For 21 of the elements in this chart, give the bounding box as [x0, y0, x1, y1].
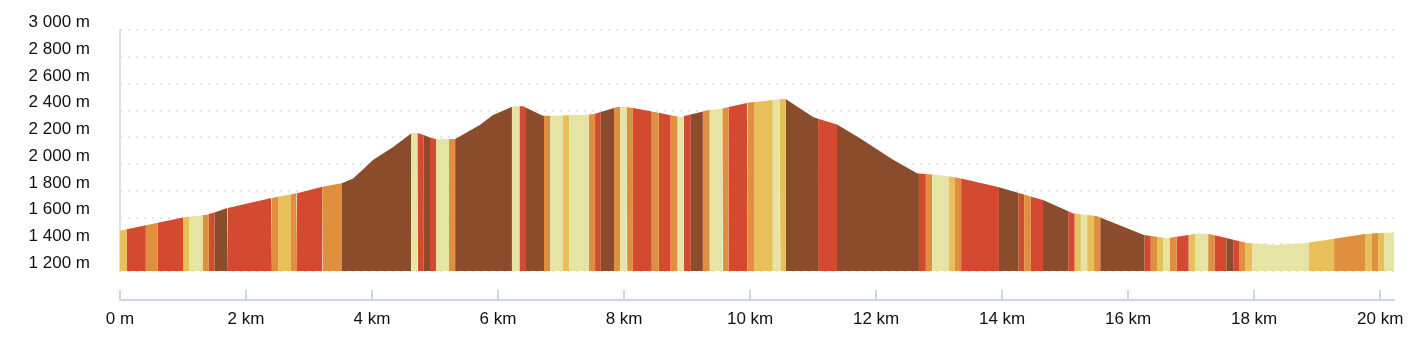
x-tick-label: 16 km: [1104, 309, 1152, 328]
y-tick-label: 2 000 m: [28, 145, 90, 165]
y-tick-label: 1 200 m: [28, 253, 90, 272]
x-tick-label: 8 km: [605, 309, 643, 328]
x-tick-label: 10 km: [726, 309, 774, 328]
y-tick-label: 2 400 m: [28, 92, 90, 112]
y-tick-label: 2 600 m: [28, 65, 90, 85]
x-tick-label: 6 km: [479, 309, 517, 328]
y-tick-label: 1 400 m: [28, 226, 90, 246]
y-tick-label: 1 600 m: [28, 199, 90, 219]
y-tick-label: 2 200 m: [28, 119, 90, 139]
x-tick-label: 14 km: [978, 309, 1026, 328]
y-tick-label: 1 800 m: [28, 172, 90, 192]
x-tick-label: 20 km: [1356, 309, 1404, 328]
y-tick-label: 2 800 m: [28, 38, 90, 58]
x-tick-label: 0 m: [105, 309, 135, 328]
x-tick-label: 12 km: [852, 309, 900, 328]
x-tick-label: 18 km: [1230, 309, 1278, 328]
x-tick-label: 2 km: [227, 309, 265, 328]
y-tick-label: 3 000 m: [28, 12, 90, 31]
x-tick-label: 4 km: [353, 309, 391, 328]
